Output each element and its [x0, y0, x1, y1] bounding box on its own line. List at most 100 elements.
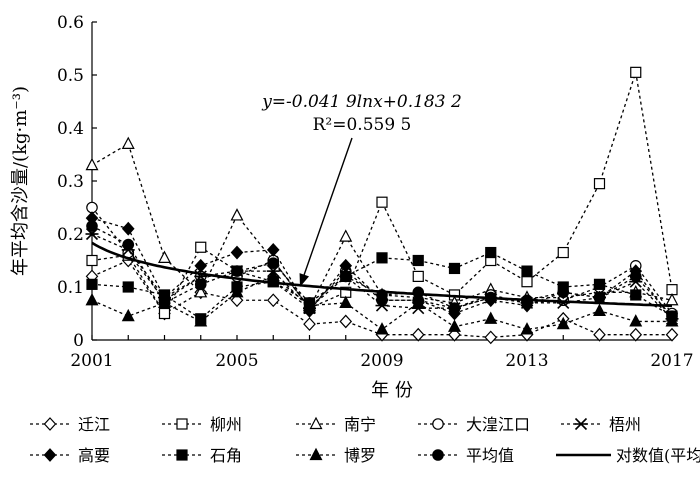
series-line [91, 225, 673, 317]
y-tick-label: 0.6 [57, 13, 84, 33]
data-point [266, 293, 280, 308]
data-point [86, 220, 98, 232]
data-point [266, 243, 280, 257]
legend-marker [43, 417, 57, 431]
series-5 [85, 227, 679, 325]
data-point [557, 246, 569, 259]
data-point [195, 241, 207, 253]
data-point [266, 269, 280, 282]
legend-label: 博罗 [344, 446, 376, 465]
data-point [194, 258, 208, 273]
legend-marker [176, 418, 188, 430]
series-3 [85, 136, 679, 314]
data-point [448, 262, 461, 275]
data-point [85, 157, 99, 171]
data-point [448, 319, 461, 332]
data-point [122, 238, 135, 251]
legend-marker [176, 449, 188, 461]
data-point [593, 278, 606, 290]
data-point [376, 196, 388, 208]
data-point [86, 278, 98, 290]
data-point [412, 254, 424, 267]
series-line [91, 207, 673, 314]
data-point [629, 270, 642, 283]
series-layer [85, 66, 679, 345]
data-point [593, 178, 606, 190]
fit-r-squared: R²=0.559 5 [313, 115, 412, 135]
legend-marker [432, 418, 444, 430]
legend-item: 柳州 [162, 415, 242, 434]
data-point [339, 295, 353, 308]
legend-item: 梧州 [561, 415, 641, 434]
data-point [411, 327, 425, 342]
legend-label: 南宁 [344, 415, 376, 434]
legend-label: 高要 [78, 446, 110, 465]
legend-marker [309, 447, 323, 461]
data-point [629, 327, 643, 342]
legend-label: 柳州 [210, 415, 242, 434]
legend-item: 石角 [162, 446, 242, 465]
legend-item: 迁江 [30, 415, 110, 434]
x-tick-label: 2005 [215, 351, 258, 371]
legend-marker [432, 449, 444, 461]
data-point [121, 221, 135, 236]
x-tick-label: 2017 [650, 351, 693, 371]
data-point [521, 276, 533, 288]
data-point [158, 250, 171, 263]
data-point [375, 322, 389, 335]
data-point [593, 291, 606, 304]
series-line [91, 251, 673, 320]
data-point [521, 265, 533, 277]
data-point [194, 314, 208, 327]
legend-marker [43, 448, 57, 462]
data-point [86, 201, 98, 214]
data-point [557, 286, 570, 299]
legend-label: 对数值(平均值) [616, 446, 700, 465]
data-point [231, 265, 243, 277]
data-point [593, 327, 606, 342]
fit-layer [91, 241, 673, 308]
data-point [85, 292, 99, 306]
data-point [666, 310, 678, 322]
data-point [158, 307, 171, 320]
data-point [593, 303, 606, 316]
series-7 [86, 246, 678, 325]
legend-label: 梧州 [609, 415, 641, 434]
data-point [485, 246, 497, 259]
x-tick-label: 2013 [505, 351, 548, 371]
legend-item: 博罗 [296, 446, 376, 465]
annotation-arrow [302, 137, 353, 279]
y-tick-label: 0.5 [57, 66, 84, 86]
series-line [91, 142, 673, 310]
legend-item: 对数值(平均值) [556, 446, 700, 465]
data-point [665, 327, 679, 342]
legend-marker [309, 416, 323, 430]
data-point [267, 257, 280, 269]
legend-label: 迁江 [78, 415, 110, 434]
data-point [630, 289, 642, 301]
y-axis-label: 年平均含沙量/(kg·m⁻³) [10, 86, 31, 276]
data-point [194, 278, 207, 291]
data-point [230, 285, 244, 298]
data-point [448, 302, 461, 314]
legend-item: 南宁 [296, 415, 376, 434]
y-tick-label: 0.1 [57, 278, 84, 298]
data-point [339, 270, 352, 283]
x-tick-label: 2001 [70, 351, 113, 371]
y-tick-label: 0.2 [57, 225, 84, 245]
data-point [556, 316, 570, 330]
data-point [339, 314, 353, 329]
data-point [411, 295, 425, 308]
data-point [484, 330, 498, 345]
fit-equation: y=-0.041 9lnx+0.183 2 [261, 92, 462, 112]
data-point [86, 254, 98, 267]
y-tick-label: 0.3 [57, 172, 84, 192]
data-point [194, 285, 208, 298]
data-point [230, 208, 244, 221]
data-point [303, 317, 316, 331]
legend-item: 大湟江口 [418, 415, 530, 434]
y-ticks: 0 0.1 0.2 0.3 0.4 0.5 0.6 [57, 13, 97, 351]
x-tick-label: 2009 [360, 351, 403, 371]
data-point [412, 286, 425, 299]
